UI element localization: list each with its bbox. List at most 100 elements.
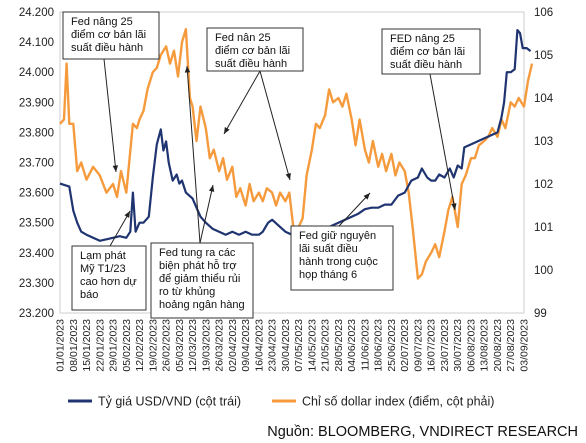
x-tick-label: 22/01/2023	[94, 319, 106, 372]
annotation-box	[290, 225, 394, 291]
right-tick-label: 106	[534, 7, 553, 19]
annotation-text: Fed tung ra các biện phát hỗ trợ để giảm t…	[159, 247, 245, 311]
annotation-arrow	[338, 192, 371, 227]
legend-label-usdvnd: Tỷ giá USD/VND (cột trái)	[98, 395, 241, 409]
annotation-arrow	[109, 210, 131, 247]
x-tick-label: 30/07/2023	[452, 319, 464, 372]
annotation-line: báo	[80, 289, 98, 301]
annotation-line: FED nâng 25	[390, 33, 455, 45]
annotation-box	[150, 242, 254, 319]
arrow-head	[112, 165, 119, 172]
arrow-head	[224, 127, 230, 134]
usdvnd-line	[59, 29, 532, 242]
annotation-text: Fed nâng 25 điểm cơ bản lãi suất điều hành	[71, 16, 146, 54]
x-tick-label: 20/08/2023	[492, 319, 504, 372]
annotation-line: suất điều hành	[71, 42, 143, 54]
right-tick-label: 101	[534, 222, 553, 234]
left-tick-label: 23.700	[19, 158, 54, 170]
x-tick-label: 29/01/2023	[108, 319, 120, 372]
annotation-line: điểm cơ bản lãi	[71, 29, 146, 41]
legend: Tỷ giá USD/VND (cột trái) Chỉ số dollar i…	[68, 395, 494, 409]
x-tick-label: 19/02/2023	[147, 319, 159, 372]
annotation-line: Fed nân 25	[215, 32, 271, 44]
x-tick-label: 14/05/2023	[306, 319, 318, 372]
arrow-head	[451, 203, 457, 210]
annotation-line: ro từ khủng	[159, 286, 215, 298]
annotation-arrow	[199, 184, 214, 244]
right-tick-label: 104	[534, 93, 554, 105]
annotation-line: biện phát hỗ trợ	[159, 259, 237, 272]
x-tick-label: 07/05/2023	[293, 319, 305, 372]
plot-area	[59, 11, 525, 314]
annotation-line: điểm cơ bản lãi	[390, 46, 465, 58]
annotations-layer: Fed nâng 25 điểm cơ bản lãi suất điều hành…	[62, 11, 481, 319]
x-tick-label: 12/03/2023	[187, 319, 199, 372]
annotation-line: Lạm phát	[80, 250, 126, 262]
x-tick-label: 19/03/2023	[200, 319, 212, 372]
annotation-box	[71, 245, 147, 311]
x-tick-label: 02/07/2023	[399, 319, 411, 372]
left-tick-label: 23.500	[19, 218, 54, 230]
annotation-text: Fed nân 25 điểm cơ bản lãi suất điều hành	[215, 32, 290, 70]
x-tick-label: 01/01/2023	[55, 319, 67, 372]
x-tick-label: 03/09/2023	[519, 319, 531, 372]
annotation-arrow	[186, 65, 201, 244]
annotation-text: Fed giữ nguyên lãi suất điều hành trong cu…	[299, 230, 378, 281]
x-tick-label: 26/02/2023	[161, 319, 173, 372]
annotation-line: hành trong cuộc	[299, 256, 378, 268]
x-tick-label: 12/02/2023	[134, 319, 146, 372]
annotation-line: lãi suất điều	[299, 243, 358, 255]
annotation-line: cao hơn dự	[80, 276, 137, 288]
right-tick-label: 99	[534, 308, 547, 320]
right-tick-label: 103	[534, 136, 553, 148]
x-tick-label: 15/01/2023	[81, 319, 93, 372]
annotation-text: FED nâng 25 điểm cơ bản lãi suất điều hành	[390, 33, 465, 71]
left-tick-label: 24.100	[19, 37, 54, 49]
annotation-line: Mỹ T1/23	[80, 263, 126, 275]
left-tick-label: 23.400	[19, 248, 54, 260]
annotation-box	[381, 28, 481, 75]
x-tick-label: 23/04/2023	[267, 319, 279, 372]
annotation-line: hoảng ngân hàng	[159, 299, 245, 311]
x-tick-label: 02/04/2023	[227, 319, 239, 372]
left-tick-label: 23.900	[19, 97, 54, 109]
x-tick-label: 30/04/2023	[280, 319, 292, 372]
x-tick-label: 27/08/2023	[505, 319, 517, 372]
x-tick-label: 28/05/2023	[333, 319, 345, 372]
chart-frame	[59, 11, 525, 314]
annotation-text: Lạm phát Mỹ T1/23 cao hơn dự báo	[80, 250, 137, 301]
annotation-arrow	[259, 70, 291, 181]
x-tick-label: 26/03/2023	[214, 319, 226, 372]
annotation-arrow	[429, 73, 456, 211]
x-tick-label: 13/08/2023	[479, 319, 491, 372]
x-tick-label: 04/06/2023	[346, 319, 358, 372]
x-tick-label: 25/06/2023	[386, 319, 398, 372]
annotation-line: điểm cơ bản lãi	[215, 45, 290, 57]
annotation-line: Fed tung ra các	[159, 247, 236, 259]
annotation-box	[62, 11, 160, 60]
right-axis: 99 100 101 102 103 104 105 106	[534, 7, 554, 320]
legend-label-dollar-index: Chỉ số dollar index (điểm, cột phải)	[302, 395, 494, 409]
annotation-line: Fed nâng 25	[71, 16, 133, 28]
x-tick-label: 05/02/2023	[121, 319, 133, 372]
arrow-head	[208, 185, 215, 192]
x-tick-label: 11/06/2023	[359, 319, 371, 371]
x-axis: 01/01/2023 08/01/2023 15/01/2023 22/01/2023…	[55, 319, 531, 372]
annotation-line: suất điều hành	[390, 59, 462, 71]
x-tick-label: 16/07/2023	[426, 319, 438, 372]
annotation-arrow	[103, 58, 117, 173]
x-tick-label: 08/01/2023	[68, 319, 80, 372]
left-tick-label: 23.300	[19, 278, 54, 290]
left-axis: 23.200 23.300 23.400 23.500 23.600 23.700 23.8…	[19, 7, 54, 320]
left-tick-label: 23.200	[19, 308, 54, 320]
x-tick-label: 21/05/2023	[320, 319, 332, 372]
x-tick-label: 09/04/2023	[240, 319, 252, 372]
left-tick-label: 24.200	[19, 7, 54, 19]
left-tick-label: 23.600	[19, 188, 54, 200]
x-tick-label: 16/04/2023	[253, 319, 265, 372]
x-tick-label: 06/08/2023	[465, 319, 477, 372]
x-tick-label: 05/03/2023	[174, 319, 186, 372]
right-tick-label: 102	[534, 179, 553, 191]
annotation-box	[206, 27, 304, 72]
